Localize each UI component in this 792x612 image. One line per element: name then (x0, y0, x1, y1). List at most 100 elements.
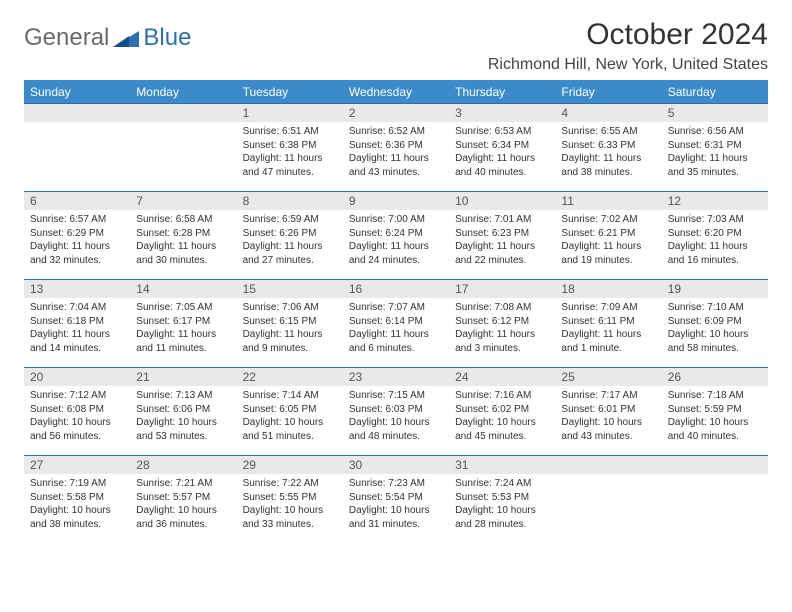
sunrise-text: Sunrise: 7:03 AM (668, 213, 762, 227)
sunset-text: Sunset: 6:21 PM (561, 227, 655, 241)
day-content: Sunrise: 7:21 AMSunset: 5:57 PMDaylight:… (130, 474, 236, 535)
day-number: 15 (237, 279, 343, 298)
day-header: Tuesday (237, 81, 343, 104)
sunrise-text: Sunrise: 7:09 AM (561, 301, 655, 315)
day-number: 17 (449, 279, 555, 298)
day-number: 27 (24, 455, 130, 474)
sunset-text: Sunset: 6:03 PM (349, 403, 443, 417)
day-header: Friday (555, 81, 661, 104)
calendar-cell: 2Sunrise: 6:52 AMSunset: 6:36 PMDaylight… (343, 103, 449, 191)
day-content: Sunrise: 6:53 AMSunset: 6:34 PMDaylight:… (449, 122, 555, 183)
day-number: 11 (555, 191, 661, 210)
day-number: 25 (555, 367, 661, 386)
sunset-text: Sunset: 6:02 PM (455, 403, 549, 417)
day-content: Sunrise: 6:59 AMSunset: 6:26 PMDaylight:… (237, 210, 343, 271)
sunset-text: Sunset: 6:38 PM (243, 139, 337, 153)
calendar-cell (130, 103, 236, 191)
daylight-text: Daylight: 10 hours and 31 minutes. (349, 504, 443, 531)
sunset-text: Sunset: 5:59 PM (668, 403, 762, 417)
day-number (555, 455, 661, 474)
sunrise-text: Sunrise: 7:02 AM (561, 213, 655, 227)
sunrise-text: Sunrise: 7:23 AM (349, 477, 443, 491)
title-block: October 2024 Richmond Hill, New York, Un… (488, 18, 768, 74)
logo-triangle-icon (113, 29, 139, 47)
day-content: Sunrise: 7:05 AMSunset: 6:17 PMDaylight:… (130, 298, 236, 359)
daylight-text: Daylight: 11 hours and 27 minutes. (243, 240, 337, 267)
sunset-text: Sunset: 6:33 PM (561, 139, 655, 153)
day-number: 5 (662, 103, 768, 122)
sunset-text: Sunset: 6:11 PM (561, 315, 655, 329)
daylight-text: Daylight: 11 hours and 14 minutes. (30, 328, 124, 355)
sunrise-text: Sunrise: 7:01 AM (455, 213, 549, 227)
calendar-cell: 7Sunrise: 6:58 AMSunset: 6:28 PMDaylight… (130, 191, 236, 279)
day-content: Sunrise: 7:15 AMSunset: 6:03 PMDaylight:… (343, 386, 449, 447)
day-number: 12 (662, 191, 768, 210)
sunset-text: Sunset: 6:26 PM (243, 227, 337, 241)
day-number: 10 (449, 191, 555, 210)
calendar-cell: 17Sunrise: 7:08 AMSunset: 6:12 PMDayligh… (449, 279, 555, 367)
calendar-cell: 20Sunrise: 7:12 AMSunset: 6:08 PMDayligh… (24, 367, 130, 455)
daylight-text: Daylight: 10 hours and 28 minutes. (455, 504, 549, 531)
day-number (24, 103, 130, 122)
sunset-text: Sunset: 6:01 PM (561, 403, 655, 417)
day-header: Thursday (449, 81, 555, 104)
sunset-text: Sunset: 6:23 PM (455, 227, 549, 241)
calendar-cell: 28Sunrise: 7:21 AMSunset: 5:57 PMDayligh… (130, 455, 236, 543)
day-content: Sunrise: 7:12 AMSunset: 6:08 PMDaylight:… (24, 386, 130, 447)
daylight-text: Daylight: 11 hours and 38 minutes. (561, 152, 655, 179)
day-number: 18 (555, 279, 661, 298)
daylight-text: Daylight: 11 hours and 47 minutes. (243, 152, 337, 179)
day-content: Sunrise: 7:04 AMSunset: 6:18 PMDaylight:… (24, 298, 130, 359)
day-number: 13 (24, 279, 130, 298)
sunrise-text: Sunrise: 7:14 AM (243, 389, 337, 403)
calendar-cell: 14Sunrise: 7:05 AMSunset: 6:17 PMDayligh… (130, 279, 236, 367)
day-number: 26 (662, 367, 768, 386)
calendar-body: 1Sunrise: 6:51 AMSunset: 6:38 PMDaylight… (24, 103, 768, 543)
day-content (662, 474, 768, 481)
calendar-cell: 21Sunrise: 7:13 AMSunset: 6:06 PMDayligh… (130, 367, 236, 455)
calendar-week-row: 20Sunrise: 7:12 AMSunset: 6:08 PMDayligh… (24, 367, 768, 455)
sunset-text: Sunset: 6:06 PM (136, 403, 230, 417)
daylight-text: Daylight: 10 hours and 38 minutes. (30, 504, 124, 531)
daylight-text: Daylight: 11 hours and 32 minutes. (30, 240, 124, 267)
calendar-cell: 3Sunrise: 6:53 AMSunset: 6:34 PMDaylight… (449, 103, 555, 191)
header: General Blue October 2024 Richmond Hill,… (24, 18, 768, 74)
daylight-text: Daylight: 11 hours and 9 minutes. (243, 328, 337, 355)
calendar-week-row: 13Sunrise: 7:04 AMSunset: 6:18 PMDayligh… (24, 279, 768, 367)
sunset-text: Sunset: 6:09 PM (668, 315, 762, 329)
sunset-text: Sunset: 5:55 PM (243, 491, 337, 505)
day-content: Sunrise: 6:52 AMSunset: 6:36 PMDaylight:… (343, 122, 449, 183)
day-content: Sunrise: 7:01 AMSunset: 6:23 PMDaylight:… (449, 210, 555, 271)
sunrise-text: Sunrise: 6:59 AM (243, 213, 337, 227)
sunrise-text: Sunrise: 6:57 AM (30, 213, 124, 227)
day-number: 9 (343, 191, 449, 210)
logo-text-blue: Blue (143, 24, 191, 52)
day-content: Sunrise: 6:55 AMSunset: 6:33 PMDaylight:… (555, 122, 661, 183)
sunrise-text: Sunrise: 7:08 AM (455, 301, 549, 315)
logo: General Blue (24, 24, 191, 52)
calendar-cell: 30Sunrise: 7:23 AMSunset: 5:54 PMDayligh… (343, 455, 449, 543)
sunset-text: Sunset: 6:29 PM (30, 227, 124, 241)
day-content: Sunrise: 7:18 AMSunset: 5:59 PMDaylight:… (662, 386, 768, 447)
sunrise-text: Sunrise: 7:13 AM (136, 389, 230, 403)
daylight-text: Daylight: 11 hours and 1 minute. (561, 328, 655, 355)
calendar-cell: 11Sunrise: 7:02 AMSunset: 6:21 PMDayligh… (555, 191, 661, 279)
sunset-text: Sunset: 6:28 PM (136, 227, 230, 241)
day-number: 24 (449, 367, 555, 386)
day-number: 1 (237, 103, 343, 122)
logo-text-general: General (24, 24, 109, 52)
sunrise-text: Sunrise: 7:15 AM (349, 389, 443, 403)
day-content (24, 122, 130, 129)
sunset-text: Sunset: 6:24 PM (349, 227, 443, 241)
day-number: 23 (343, 367, 449, 386)
day-content: Sunrise: 6:58 AMSunset: 6:28 PMDaylight:… (130, 210, 236, 271)
calendar-cell: 31Sunrise: 7:24 AMSunset: 5:53 PMDayligh… (449, 455, 555, 543)
sunrise-text: Sunrise: 7:24 AM (455, 477, 549, 491)
sunrise-text: Sunrise: 7:10 AM (668, 301, 762, 315)
day-content: Sunrise: 7:10 AMSunset: 6:09 PMDaylight:… (662, 298, 768, 359)
sunrise-text: Sunrise: 6:55 AM (561, 125, 655, 139)
day-number (662, 455, 768, 474)
daylight-text: Daylight: 11 hours and 11 minutes. (136, 328, 230, 355)
sunrise-text: Sunrise: 6:51 AM (243, 125, 337, 139)
day-content (130, 122, 236, 129)
